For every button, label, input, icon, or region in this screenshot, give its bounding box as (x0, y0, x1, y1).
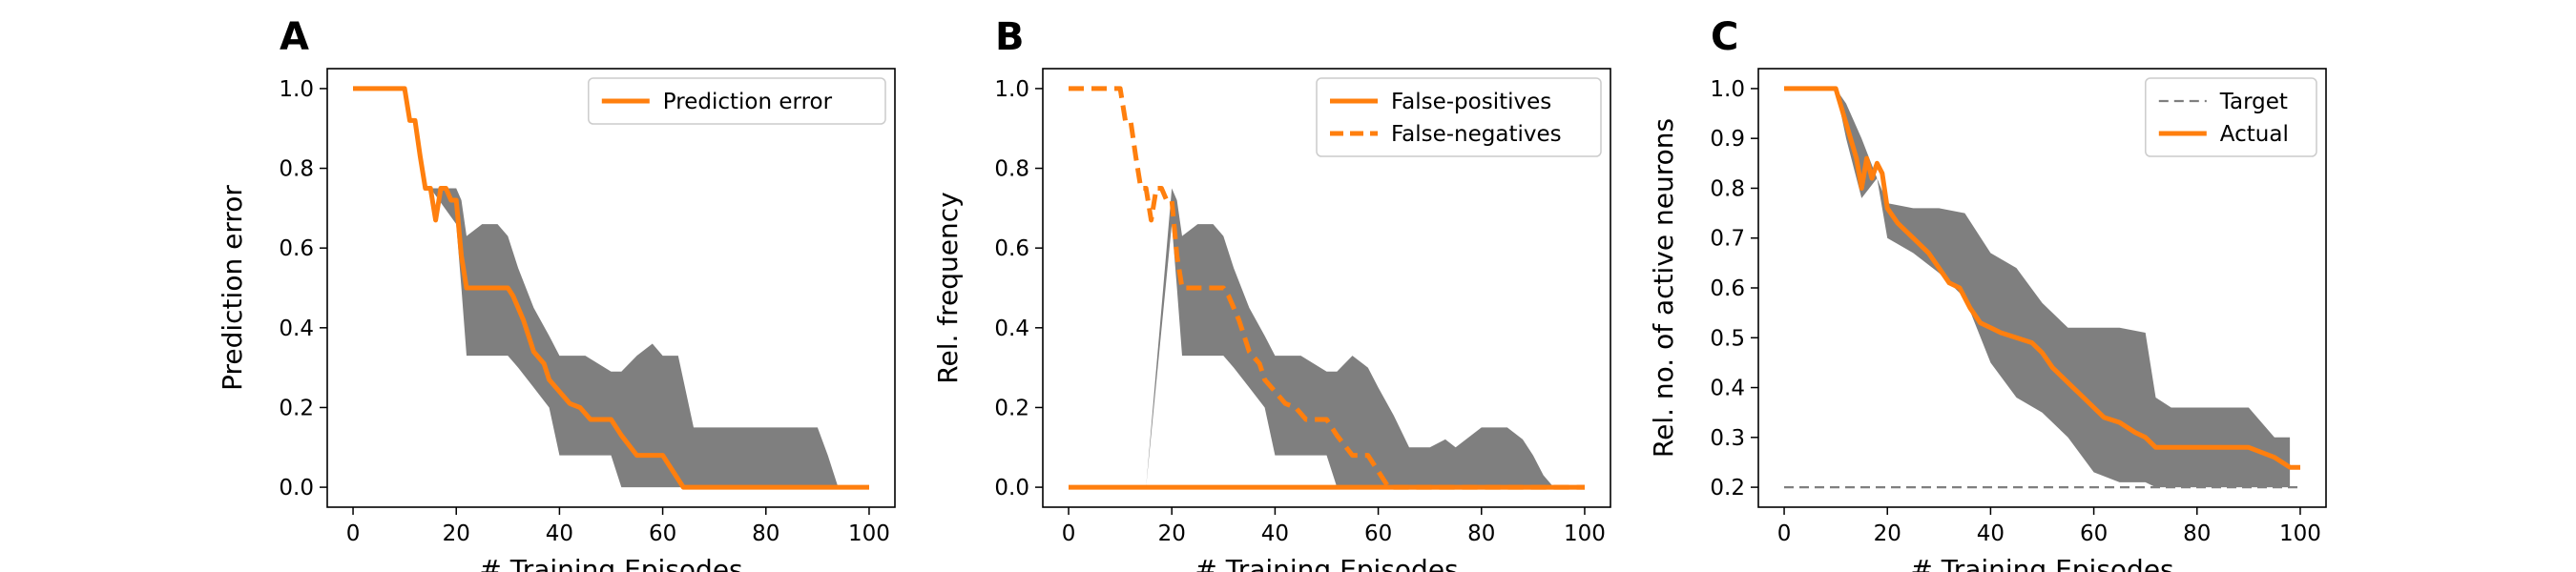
y-tick-label: 0.2 (994, 396, 1029, 420)
legend: False-positives False-negatives (1316, 77, 1602, 157)
y-tick-label: 0.0 (279, 476, 314, 500)
y-tick-label: 0.6 (1710, 276, 1745, 301)
x-axis-label: # Training Episodes (479, 554, 742, 572)
y-tick-label: 0.0 (994, 476, 1029, 500)
y-tick-label: 0.8 (279, 157, 314, 182)
x-tick-label: 20 (443, 521, 470, 546)
chart-panel-c: C 0 20 40 60 80 100 0.2 0.3 0.4 0.5 0.6 0.7 0.8 0.9 1.0… (1648, 15, 2327, 572)
y-tick-label: 0.3 (1710, 426, 1745, 451)
x-axis-label: # Training Episodes (1195, 554, 1458, 572)
legend-label: Prediction error (663, 90, 833, 114)
legend-label: Actual (2220, 122, 2289, 147)
x-tick-label: 40 (1977, 521, 2005, 546)
y-tick-label: 0.9 (1710, 127, 1745, 152)
legend-label: False-negatives (1391, 122, 1562, 147)
x-tick-label: 0 (1777, 521, 1792, 546)
x-tick-label: 60 (2080, 521, 2108, 546)
y-tick-label: 0.8 (1710, 176, 1745, 201)
y-axis-label: Rel. no. of active neurons (1648, 118, 1679, 458)
confidence-band (1069, 188, 1585, 488)
y-tick-label: 0.5 (1710, 326, 1745, 351)
y-tick-label: 1.0 (279, 77, 314, 102)
y-tick-label: 1.0 (1710, 77, 1745, 102)
x-tick-label: 80 (1467, 521, 1495, 546)
x-tick-label: 100 (2279, 521, 2321, 546)
chart-panel-a: A 0 20 40 60 80 100 0.0 0.2 0.4 0.6 0.8 1.0 # Trainin… (217, 15, 896, 572)
legend-box (588, 77, 886, 125)
x-tick-label: 80 (752, 521, 779, 546)
x-tick-label: 60 (649, 521, 676, 546)
x-tick-label: 100 (1564, 521, 1606, 546)
x-tick-label: 40 (1261, 521, 1289, 546)
x-tick-label: 40 (546, 521, 573, 546)
y-tick-label: 0.8 (994, 157, 1029, 182)
x-tick-label: 80 (2183, 521, 2211, 546)
legend-label: False-positives (1391, 90, 1551, 114)
x-tick-label: 20 (1158, 521, 1186, 546)
y-tick-label: 0.2 (1710, 476, 1745, 500)
legend-box (2145, 77, 2317, 157)
panel-letter: C (1711, 15, 1738, 59)
legend-box (1316, 77, 1602, 157)
series-line-prediction-error (353, 86, 869, 490)
series-line-false-negatives (1069, 86, 1585, 490)
legend-label: Target (2219, 90, 2288, 114)
y-tick-label: 0.6 (994, 236, 1029, 261)
x-tick-label: 20 (1874, 521, 1901, 546)
x-tick-label: 0 (1062, 521, 1076, 546)
legend: Target Actual (2145, 77, 2317, 157)
x-tick-label: 60 (1364, 521, 1392, 546)
chart-panel-b: B 0 20 40 60 80 100 0.0 0.2 0.4 0.6 0.8 1.0 # Trainin… (932, 15, 1611, 572)
x-tick-label: 0 (346, 521, 361, 546)
y-tick-label: 0.2 (279, 396, 314, 420)
panel-letter: A (280, 15, 309, 59)
y-tick-label: 0.6 (279, 236, 314, 261)
y-tick-label: 1.0 (994, 77, 1029, 102)
y-tick-label: 0.7 (1710, 227, 1745, 252)
legend: Prediction error (588, 77, 886, 125)
x-tick-label: 100 (848, 521, 890, 546)
y-tick-label: 0.4 (1710, 377, 1745, 401)
y-axis-label: Prediction error (217, 185, 248, 391)
x-axis-label: # Training Episodes (1910, 554, 2173, 572)
panel-letter: B (995, 15, 1025, 59)
plot-frame (1042, 68, 1611, 508)
y-axis-label: Rel. frequency (932, 192, 964, 383)
series-line-actual (1784, 86, 2300, 470)
confidence-band (353, 88, 869, 488)
plot-frame (326, 68, 896, 508)
y-tick-label: 0.4 (279, 317, 314, 341)
y-tick-label: 0.4 (994, 317, 1029, 341)
